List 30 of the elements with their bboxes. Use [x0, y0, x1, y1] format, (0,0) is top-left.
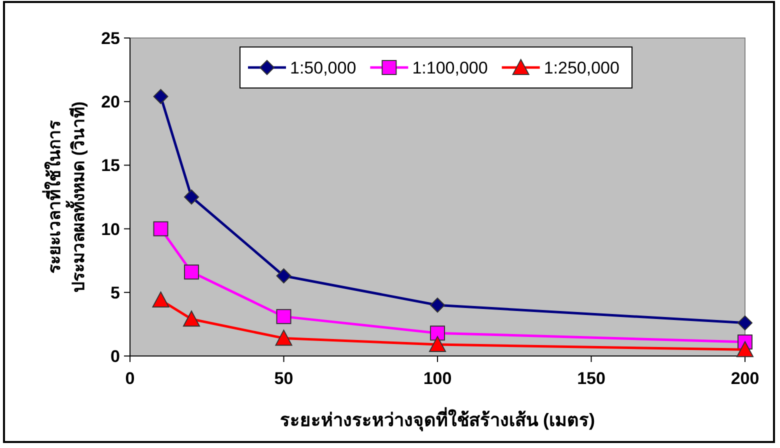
x-tick-label: 150 [577, 369, 606, 388]
y-tick-label: 10 [101, 220, 120, 239]
y-tick-label: 5 [110, 283, 120, 302]
y-tick-label: 20 [101, 92, 120, 112]
y-tick-label: 25 [101, 29, 120, 48]
x-tick-label: 100 [423, 369, 452, 388]
point [738, 315, 752, 330]
point [184, 190, 199, 204]
legend-label: 1:250,000 [544, 58, 620, 78]
point [429, 336, 446, 352]
point [153, 221, 168, 236]
x-tick-label: 0 [125, 369, 135, 388]
x-tick-label: 200 [730, 369, 760, 388]
point [184, 264, 199, 280]
legend-label: 1:100,000 [412, 58, 488, 78]
point [276, 309, 292, 324]
point [736, 341, 754, 358]
point [153, 89, 168, 104]
x-axis-title: ระยะห่างระหว่างจุดที่ใช้สร้างเส้น (เมตร) [280, 407, 595, 432]
point [430, 298, 445, 313]
legend-label: 1:50,000 [290, 58, 356, 78]
x-tick-label: 50 [274, 369, 294, 388]
point [430, 326, 445, 341]
point [275, 330, 292, 346]
point [183, 310, 200, 327]
y-tick-label: 15 [101, 156, 120, 176]
y-tick-label: 0 [110, 347, 120, 366]
point [152, 292, 170, 308]
y-axis-title: ระยะเวลาที่ใช้ในการ ประมวลผลทั้งหมด (วินาที) [42, 101, 88, 293]
point [276, 268, 292, 284]
